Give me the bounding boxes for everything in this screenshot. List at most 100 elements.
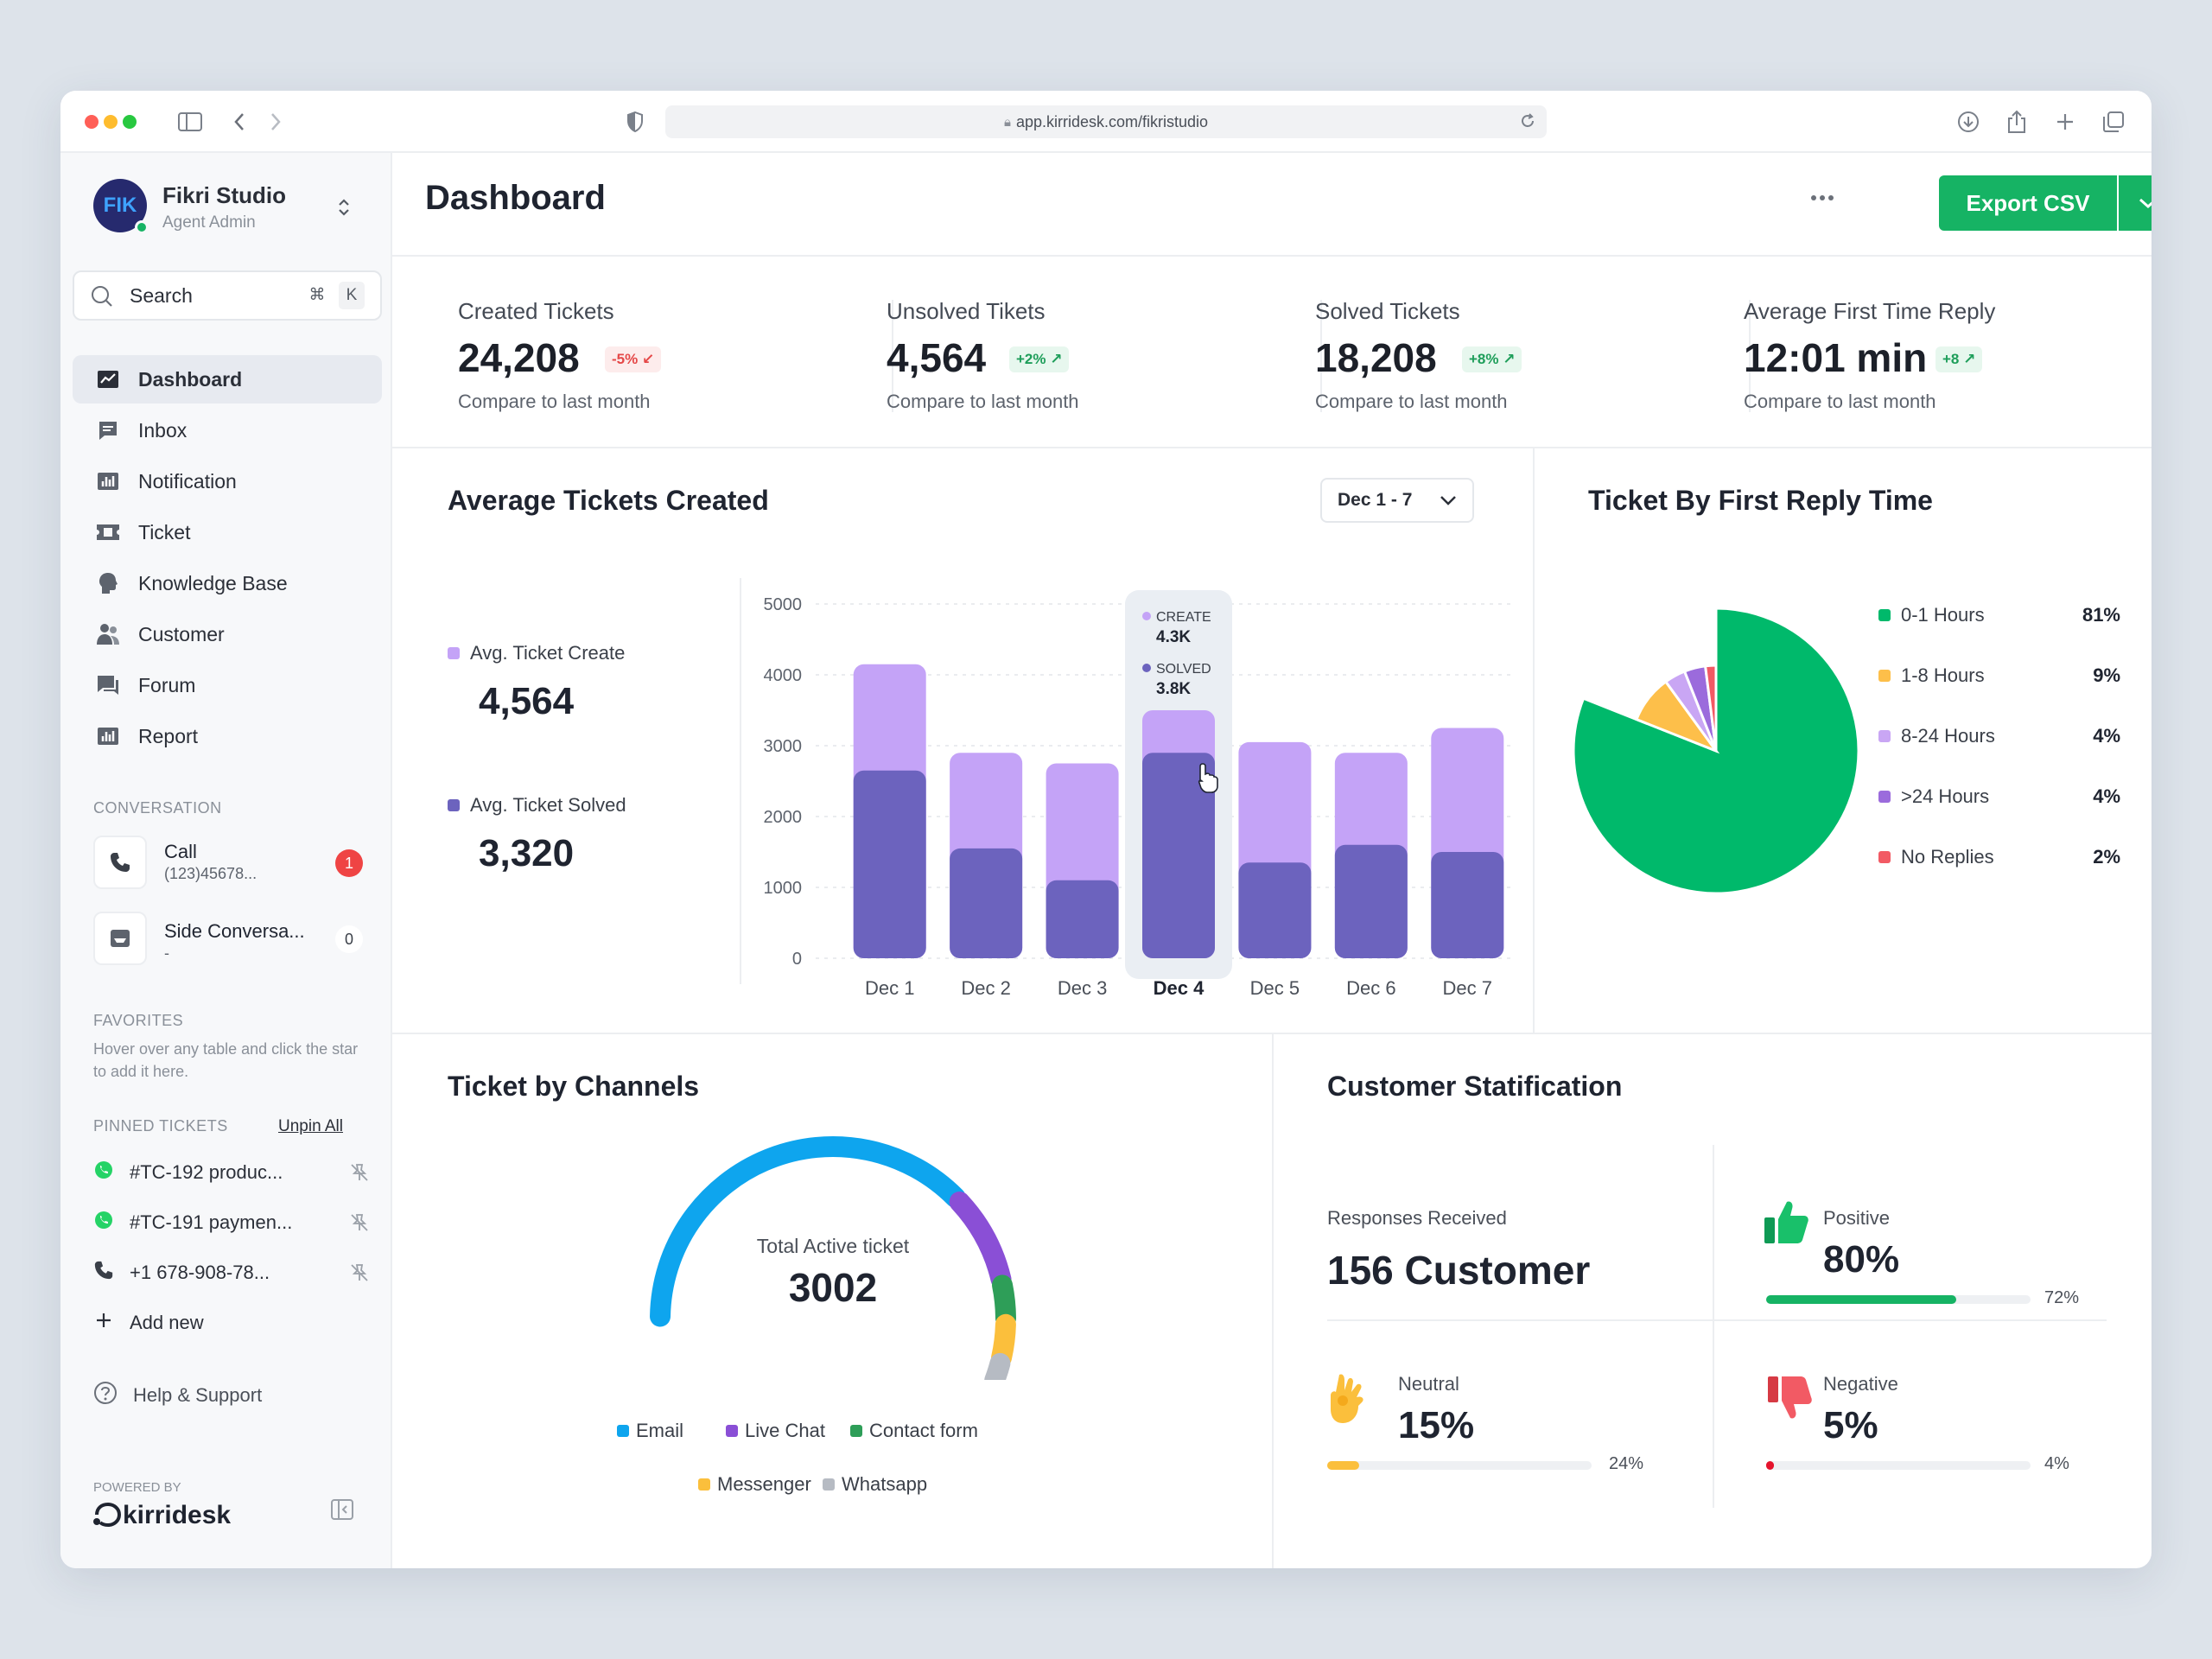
unpin-all-link[interactable]: Unpin All — [278, 1117, 343, 1135]
bar-solved[interactable] — [1238, 862, 1312, 958]
legend-swatch — [698, 1478, 710, 1491]
help-support-link[interactable]: Help & Support — [93, 1378, 370, 1413]
date-range-dropdown[interactable]: Dec 1 - 7 — [1320, 478, 1474, 523]
favorites-hint: Hover over any table and click the star … — [93, 1040, 359, 1080]
legend-label: 0-1 Hours — [1901, 604, 1985, 626]
avg-solved-value: 3,320 — [479, 832, 575, 874]
export-options-button[interactable] — [2119, 175, 2152, 231]
unpin-icon[interactable] — [349, 1162, 370, 1188]
x-tick-label: Dec 3 — [1058, 977, 1107, 999]
users-icon — [95, 621, 121, 647]
hand-cursor-icon — [1198, 763, 1218, 793]
add-new-pin-button[interactable]: Add new — [93, 1306, 370, 1340]
export-csv-button[interactable]: Export CSV — [1939, 175, 2117, 231]
maximize-window-button[interactable] — [123, 115, 137, 129]
download-icon[interactable] — [1953, 106, 1984, 137]
pie-slice[interactable] — [1703, 664, 1718, 752]
nav-report[interactable]: Report — [73, 712, 382, 760]
legend-swatch — [1878, 609, 1891, 621]
pinned-item[interactable]: +1 678-908-78... — [93, 1255, 370, 1290]
unpin-icon[interactable] — [349, 1212, 370, 1238]
pie-legend-item: No Replies 2% — [1878, 846, 2120, 868]
legend-label: Contact form — [869, 1420, 978, 1441]
browser-window: 🔒︎ app.kirridesk.com/fikristudio FIK Fik… — [60, 91, 2152, 1568]
negative-value: 5% — [1823, 1404, 1878, 1446]
bar-solved[interactable] — [950, 848, 1023, 958]
pinned-item[interactable]: #TC-191 paymen... — [93, 1205, 370, 1240]
unpin-icon[interactable] — [349, 1262, 370, 1288]
workspace-name: Fikri Studio — [162, 182, 286, 208]
bar-chart-icon — [95, 468, 121, 494]
nav-customer[interactable]: Customer — [73, 610, 382, 658]
pinned-item[interactable]: #TC-192 produc... — [93, 1155, 370, 1190]
legend-label: 8-24 Hours — [1901, 725, 1995, 747]
y-tick-label: 4000 — [764, 666, 803, 685]
more-options-icon[interactable] — [1809, 191, 1835, 207]
legend-percent: 2% — [2093, 846, 2120, 868]
nav-inbox[interactable]: Inbox — [73, 406, 382, 454]
share-icon[interactable] — [2001, 106, 2032, 137]
x-tick-label: Dec 5 — [1250, 977, 1300, 999]
close-window-button[interactable] — [85, 115, 99, 129]
tooltip-create-dot — [1142, 612, 1151, 620]
pinned-label: +1 678-908-78... — [130, 1262, 270, 1283]
conversation-call[interactable]: Call (123)45678... 1 — [93, 836, 387, 891]
forward-icon[interactable] — [263, 106, 289, 137]
pie-slice[interactable] — [1572, 607, 1860, 895]
avg-tickets-card: Average Tickets Created Dec 1 - 7 Avg. T… — [392, 448, 1533, 1033]
bar-solved[interactable] — [853, 770, 926, 958]
positive-label: Positive — [1823, 1207, 1891, 1229]
address-bar[interactable]: 🔒︎ app.kirridesk.com/fikristudio — [665, 105, 1547, 138]
kpi-trend-badge: +8% ↗ — [1462, 346, 1522, 372]
tooltip-solved-label: SOLVED — [1156, 662, 1211, 677]
inbox-icon — [95, 417, 121, 443]
legend-swatch — [1878, 670, 1891, 682]
nav-label: Report — [138, 724, 199, 747]
nav-forum[interactable]: Forum — [73, 661, 382, 709]
back-icon[interactable] — [226, 106, 252, 137]
legend-swatch — [448, 799, 460, 811]
nav-label: Notification — [138, 469, 237, 493]
neutral-progress-fill — [1327, 1461, 1359, 1470]
gauge-segment[interactable] — [949, 1191, 1012, 1290]
unread-badge: 1 — [335, 849, 363, 877]
bar-solved[interactable] — [1431, 852, 1504, 958]
collapse-sidebar-icon[interactable] — [330, 1497, 354, 1526]
gauge-segment[interactable] — [991, 1313, 1016, 1369]
search-box[interactable]: Search ⌘ K — [73, 270, 382, 321]
legend-label: Messenger — [717, 1473, 811, 1495]
negative-progress-fill — [1766, 1461, 1775, 1470]
gauge-segment[interactable] — [650, 1136, 966, 1327]
y-tick-label: 1000 — [764, 879, 803, 898]
nav-ticket[interactable]: Ticket — [73, 508, 382, 556]
search-label: Search — [130, 284, 193, 307]
sidebar-toggle-icon[interactable] — [175, 106, 206, 137]
minimize-window-button[interactable] — [104, 115, 118, 129]
nav-notification[interactable]: Notification — [73, 457, 382, 505]
lock-icon: 🔒︎ — [1003, 114, 1011, 130]
chart-line-icon — [95, 366, 121, 392]
nav-dashboard[interactable]: Dashboard — [73, 355, 382, 404]
bar-solved[interactable] — [1046, 880, 1119, 958]
avg-create-value: 4,564 — [479, 680, 575, 722]
reload-icon[interactable] — [1519, 112, 1536, 134]
workspace-switcher-icon[interactable] — [337, 196, 351, 223]
report-icon — [95, 723, 121, 749]
bar-solved[interactable] — [1334, 844, 1408, 958]
tab-overview-icon[interactable] — [2098, 106, 2129, 137]
new-tab-icon[interactable] — [2050, 106, 2081, 137]
shortcut-cmd-key: ⌘ — [308, 286, 326, 304]
legend-swatch — [617, 1425, 629, 1437]
legend-swatch — [823, 1478, 835, 1491]
channels-legend: Email Live Chat Contact form Messenger Whats… — [565, 1420, 1101, 1523]
legend-percent: 4% — [2093, 725, 2120, 747]
gauge-segment[interactable] — [984, 1352, 1011, 1380]
conversation-title: Side Conversa... — [164, 920, 305, 942]
gauge-segment[interactable] — [992, 1274, 1016, 1329]
nav-knowledge-base[interactable]: Knowledge Base — [73, 559, 382, 607]
kpi-compare: Compare to last month — [458, 391, 651, 412]
legend-swatch — [850, 1425, 862, 1437]
legend-label: 1-8 Hours — [1901, 664, 1985, 686]
bar-solved[interactable] — [1142, 753, 1215, 958]
conversation-side[interactable]: Side Conversa... - 0 — [93, 912, 387, 967]
